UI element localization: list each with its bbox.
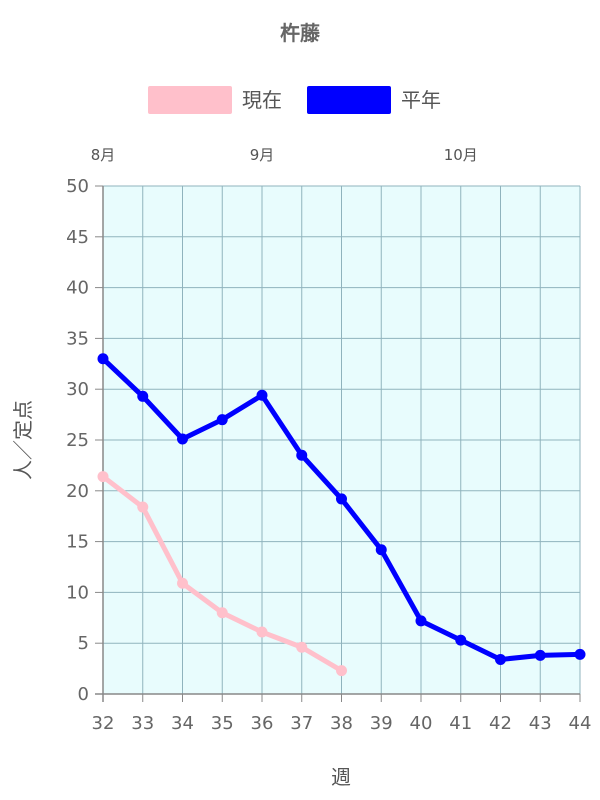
x-tick-label: 43 bbox=[529, 713, 552, 734]
data-point bbox=[216, 414, 228, 426]
y-tick-label: 25 bbox=[66, 430, 89, 451]
legend-item: 現在 bbox=[148, 86, 282, 114]
y-tick-label: 20 bbox=[66, 481, 89, 502]
data-point bbox=[256, 626, 268, 638]
data-point bbox=[256, 389, 268, 401]
data-point bbox=[375, 544, 387, 556]
legend-item: 平年 bbox=[307, 86, 441, 114]
x-tick-label: 32 bbox=[92, 713, 115, 734]
y-tick-label: 5 bbox=[78, 633, 89, 654]
month-label: 9月 bbox=[250, 146, 275, 164]
x-tick-label: 33 bbox=[131, 713, 154, 734]
grid bbox=[102, 185, 581, 695]
data-point bbox=[574, 648, 586, 660]
y-tick-label: 40 bbox=[66, 278, 89, 299]
axes bbox=[95, 185, 581, 702]
x-tick-label: 37 bbox=[290, 713, 313, 734]
chart-title: 杵藤 bbox=[280, 21, 321, 45]
data-point bbox=[137, 501, 149, 513]
y-tick-label: 10 bbox=[66, 582, 89, 603]
series-2 bbox=[97, 353, 586, 665]
x-tick-label: 41 bbox=[449, 713, 472, 734]
data-point bbox=[97, 471, 109, 483]
y-tick-label: 30 bbox=[66, 379, 89, 400]
x-tick-label: 38 bbox=[330, 713, 353, 734]
y-tick-label: 35 bbox=[66, 328, 89, 349]
y-tick-label: 50 bbox=[66, 176, 89, 197]
x-tick-label: 42 bbox=[489, 713, 512, 734]
data-point bbox=[296, 449, 308, 461]
legend: 現在 平年 bbox=[148, 86, 441, 114]
data-point bbox=[336, 493, 347, 505]
legend-swatch bbox=[148, 86, 232, 114]
y-tick-labels: 0 5 10 15 20 25 30 35 40 45 50 bbox=[66, 176, 89, 705]
data-point bbox=[97, 353, 109, 365]
series-1 bbox=[97, 471, 347, 677]
legend-swatch bbox=[307, 86, 391, 114]
y-tick-label: 45 bbox=[66, 227, 89, 248]
x-tick-label: 44 bbox=[569, 713, 592, 734]
data-point bbox=[336, 665, 347, 677]
data-point bbox=[137, 390, 149, 402]
data-point bbox=[534, 649, 546, 661]
data-point bbox=[455, 634, 467, 646]
y-tick-label: 0 bbox=[78, 684, 89, 705]
x-axis-title: 週 bbox=[331, 765, 351, 789]
data-point bbox=[296, 641, 308, 653]
x-tick-label: 39 bbox=[370, 713, 393, 734]
x-tick-label: 36 bbox=[251, 713, 274, 734]
x-tick-label: 35 bbox=[211, 713, 234, 734]
legend-label: 現在 bbox=[242, 88, 282, 112]
legend-label: 平年 bbox=[401, 88, 441, 112]
series-lines bbox=[97, 353, 586, 677]
data-point bbox=[495, 653, 506, 665]
y-axis-title: 人／定点 bbox=[11, 400, 35, 480]
month-labels: 8月 9月 10月 bbox=[91, 146, 478, 164]
y-tick-label: 15 bbox=[66, 532, 89, 553]
data-point bbox=[216, 607, 228, 619]
data-point bbox=[177, 577, 188, 589]
x-tick-label: 40 bbox=[410, 713, 433, 734]
x-tick-labels: 32 33 34 35 36 37 38 39 40 41 42 43 44 bbox=[92, 713, 592, 734]
month-label: 10月 bbox=[444, 146, 478, 164]
x-tick-label: 34 bbox=[171, 713, 194, 734]
month-label: 8月 bbox=[91, 146, 116, 164]
data-point bbox=[415, 615, 427, 627]
data-point bbox=[177, 433, 188, 445]
